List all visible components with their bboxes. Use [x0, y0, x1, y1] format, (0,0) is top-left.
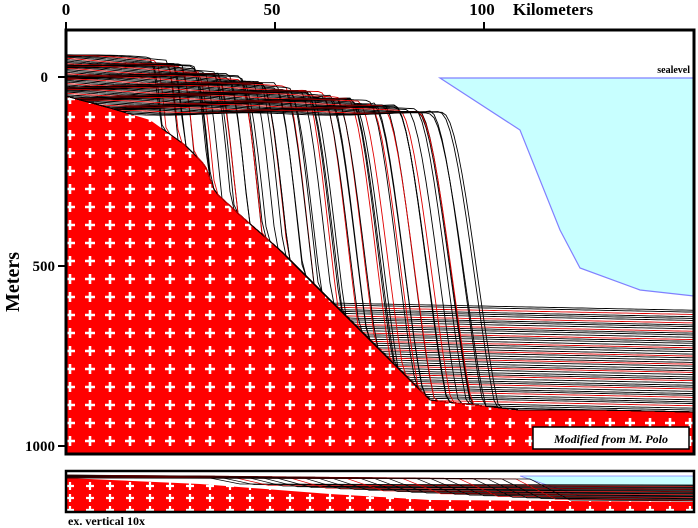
sealevel-label: sealevel — [657, 65, 690, 76]
main-panel-frame — [64, 28, 696, 456]
clinoform-lines — [66, 54, 694, 413]
basement-crosshatch — [66, 96, 694, 454]
clinoform-line — [66, 65, 694, 341]
clinoform-line — [66, 66, 694, 344]
main-cross-section: sealevel Modified from M. Polo — [64, 28, 696, 456]
clinoform-line — [66, 65, 694, 336]
clinoform-line — [66, 67, 694, 347]
clinoform-line — [66, 65, 694, 338]
y-tick-label-500: 500 — [33, 259, 56, 275]
y-axis: 0 500 1000 Meters — [2, 70, 66, 455]
clinoform-line — [66, 63, 694, 332]
inset-clinoform-lines — [66, 474, 694, 502]
clinoform-line — [66, 55, 694, 319]
x-axis-title: Kilometers — [513, 0, 594, 19]
credit-box: Modified from M. Polo — [532, 426, 690, 450]
inset-caption: ex. vertical 10x — [68, 514, 145, 528]
clinoform-line — [66, 95, 694, 413]
clinoform-line — [66, 56, 694, 321]
inset-basement — [66, 478, 694, 512]
credit-box-frame — [532, 426, 690, 450]
clinoform-line — [66, 61, 694, 330]
clinoform-line — [66, 71, 694, 355]
y-tick-label-0: 0 — [41, 70, 49, 86]
clinoform-line — [66, 73, 694, 357]
sea-water — [437, 77, 694, 297]
inset-clinoform-line — [66, 477, 694, 502]
inset-true-scale-section: ex. vertical 10x — [64, 469, 696, 528]
x-tick-label-0: 0 — [62, 0, 71, 19]
y-tick-label-1000: 1000 — [25, 439, 55, 455]
clinoform-line — [66, 95, 694, 411]
credit-text: Modified from M. Polo — [553, 432, 668, 446]
x-axis: 0 50 100 Kilometers — [62, 0, 594, 30]
clinoform-line — [66, 66, 694, 342]
x-tick-label-50: 50 — [264, 0, 281, 19]
y-axis-title: Meters — [2, 252, 24, 312]
x-tick-label-100: 100 — [469, 0, 495, 19]
x-ticks: 0 50 100 — [62, 0, 495, 30]
inset-frame — [64, 469, 696, 514]
clinoform-line — [66, 64, 694, 334]
clinoform-line — [66, 55, 694, 318]
